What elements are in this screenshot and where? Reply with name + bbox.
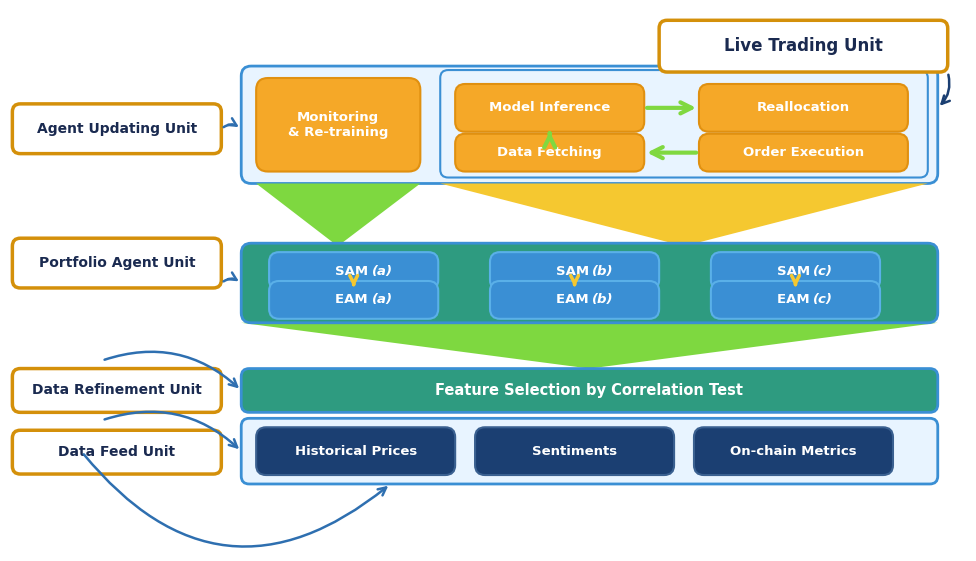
Polygon shape (256, 183, 421, 246)
Text: SAM: SAM (335, 265, 373, 278)
FancyBboxPatch shape (440, 70, 928, 177)
FancyBboxPatch shape (13, 430, 222, 474)
Text: Data Fetching: Data Fetching (498, 146, 602, 159)
Text: SAM: SAM (555, 265, 593, 278)
Text: Order Execution: Order Execution (743, 146, 864, 159)
Text: Data Feed Unit: Data Feed Unit (59, 445, 176, 459)
FancyBboxPatch shape (269, 281, 438, 319)
Text: Live Trading Unit: Live Trading Unit (724, 37, 883, 55)
FancyBboxPatch shape (694, 427, 893, 475)
Polygon shape (440, 183, 928, 246)
FancyBboxPatch shape (241, 243, 938, 323)
FancyBboxPatch shape (711, 281, 880, 319)
Text: (c): (c) (813, 293, 834, 306)
FancyBboxPatch shape (659, 20, 948, 72)
FancyBboxPatch shape (241, 66, 938, 183)
Text: Reallocation: Reallocation (756, 102, 850, 114)
FancyBboxPatch shape (475, 427, 674, 475)
Polygon shape (241, 323, 938, 369)
Text: Agent Updating Unit: Agent Updating Unit (37, 122, 197, 136)
Text: EAM: EAM (556, 293, 593, 306)
FancyBboxPatch shape (256, 427, 455, 475)
Text: Model Inference: Model Inference (489, 102, 610, 114)
FancyBboxPatch shape (13, 238, 222, 288)
FancyBboxPatch shape (455, 84, 644, 132)
Text: Portfolio Agent Unit: Portfolio Agent Unit (38, 256, 195, 270)
Text: Sentiments: Sentiments (532, 445, 617, 458)
FancyBboxPatch shape (455, 134, 644, 172)
FancyBboxPatch shape (490, 252, 659, 290)
FancyBboxPatch shape (269, 252, 438, 290)
FancyBboxPatch shape (256, 78, 421, 172)
FancyBboxPatch shape (241, 369, 938, 412)
Text: (a): (a) (372, 293, 392, 306)
Text: (b): (b) (592, 265, 614, 278)
FancyBboxPatch shape (13, 369, 222, 412)
Text: (a): (a) (372, 265, 392, 278)
Text: EAM: EAM (777, 293, 814, 306)
FancyBboxPatch shape (711, 252, 880, 290)
Text: (b): (b) (592, 293, 614, 306)
FancyBboxPatch shape (241, 419, 938, 484)
Text: On-chain Metrics: On-chain Metrics (730, 445, 857, 458)
FancyBboxPatch shape (13, 104, 222, 154)
Text: Feature Selection by Correlation Test: Feature Selection by Correlation Test (435, 383, 744, 398)
Text: (c): (c) (813, 265, 834, 278)
Text: SAM: SAM (777, 265, 814, 278)
Text: Data Refinement Unit: Data Refinement Unit (32, 384, 202, 397)
FancyBboxPatch shape (490, 281, 659, 319)
Text: Historical Prices: Historical Prices (295, 445, 417, 458)
Text: EAM: EAM (335, 293, 372, 306)
FancyBboxPatch shape (699, 134, 908, 172)
Text: Monitoring
& Re-training: Monitoring & Re-training (288, 111, 387, 139)
FancyBboxPatch shape (699, 84, 908, 132)
